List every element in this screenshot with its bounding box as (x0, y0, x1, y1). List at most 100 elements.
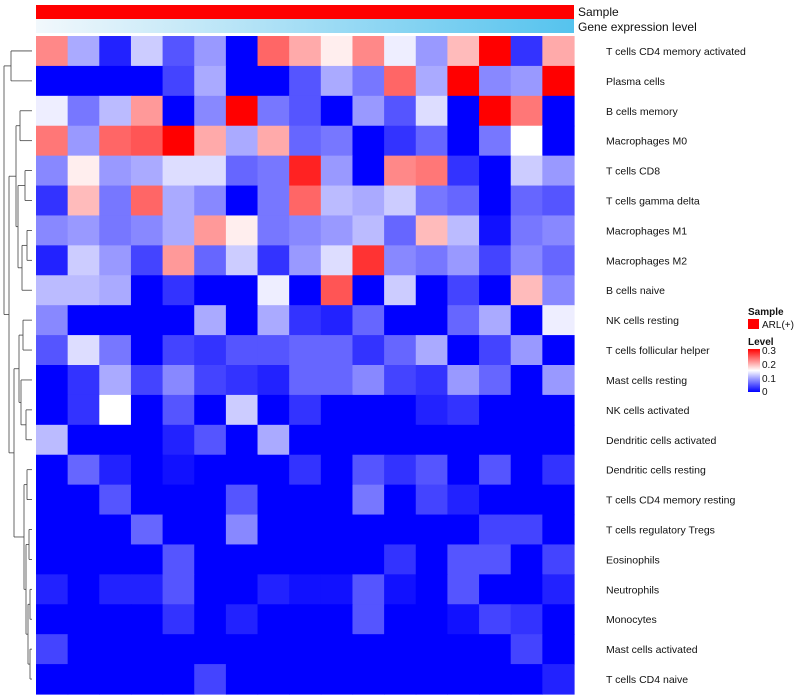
heatmap-cell (36, 454, 69, 486)
heatmap-cell (352, 65, 385, 97)
heatmap-cell (447, 394, 480, 426)
heatmap-cell (542, 664, 575, 695)
heatmap-cell (479, 574, 512, 605)
heatmap-cell (352, 365, 385, 396)
heatmap-cell (99, 36, 132, 67)
heatmap-cell (162, 454, 195, 486)
heatmap-cell (289, 454, 322, 486)
heatmap-cell (415, 604, 449, 635)
heatmap-cell (447, 305, 480, 336)
heatmap-cell (99, 604, 132, 635)
heatmap-cell (479, 544, 512, 575)
heatmap-cell (415, 365, 449, 396)
heatmap-cell (320, 574, 354, 605)
row-label: T cells CD8 (606, 166, 660, 178)
sample-annotation-bar (36, 5, 574, 19)
heatmap-cell (257, 394, 290, 426)
heatmap-cell (352, 634, 385, 665)
heatmap-cell (510, 125, 543, 157)
heatmap-cell (415, 664, 449, 695)
heatmap-cell (510, 634, 543, 665)
heatmap-cell (415, 245, 449, 276)
heatmap-cell (36, 574, 69, 605)
heatmap-cell (225, 424, 259, 456)
heatmap-cell (225, 125, 259, 157)
heatmap-cell (99, 574, 132, 605)
heatmap-cell (67, 125, 100, 157)
heatmap-cell (352, 604, 385, 635)
heatmap-cell (479, 65, 512, 97)
heatmap-cell (352, 514, 385, 546)
heatmap-cell (194, 574, 227, 605)
heatmap-cell (99, 65, 132, 97)
heatmap-cell (479, 36, 512, 67)
row-label: Dendritic cells resting (606, 465, 706, 477)
row-label: T cells regulatory Tregs (606, 525, 715, 537)
heatmap-cell (36, 544, 69, 575)
heatmap-cell (289, 484, 322, 516)
heatmap-cell (510, 245, 543, 276)
heatmap-cell (194, 305, 227, 336)
heatmap-cell (510, 95, 543, 127)
legend-sample-entry: ARL(+) (762, 320, 794, 331)
heatmap-cell (352, 305, 385, 336)
heatmap-cell (67, 185, 100, 217)
heatmap-cell (415, 215, 449, 246)
heatmap-cell (99, 634, 132, 665)
heatmap-cell (257, 634, 290, 665)
heatmap-cell (447, 484, 480, 516)
heatmap-cell (130, 185, 164, 217)
heatmap-cell (257, 664, 290, 695)
heatmap-cell (415, 514, 449, 546)
row-label: Macrophages M2 (606, 255, 687, 267)
heatmap-cell (415, 544, 449, 575)
heatmap-cell (447, 544, 480, 575)
heatmap-cell (479, 664, 512, 695)
legend-level-tick-3: 0 (762, 387, 768, 398)
heatmap-cell (479, 335, 512, 366)
heatmap-cell (225, 335, 259, 366)
row-labels: T cells CD4 memory activated Plasma cells… (606, 46, 746, 686)
heatmap-cell (415, 424, 449, 456)
heatmap-cell (225, 664, 259, 695)
heatmap-cell (479, 245, 512, 276)
heatmap-cell (352, 335, 385, 366)
heatmap-cell (289, 155, 322, 187)
heatmap-cell (225, 245, 259, 276)
heatmap-cell (542, 574, 575, 605)
heatmap-cell (99, 514, 132, 546)
heatmap-cell (352, 424, 385, 456)
heatmap-cell (542, 275, 575, 306)
heatmap-cell (162, 424, 195, 456)
heatmap-cell (162, 185, 195, 217)
heatmap-cell (447, 95, 480, 127)
heatmap-cell (194, 394, 227, 426)
heatmap-cell (67, 574, 100, 605)
heatmap-cell (510, 544, 543, 575)
heatmap-cell (479, 394, 512, 426)
heatmap-cell (289, 185, 322, 217)
heatmap-cell (415, 484, 449, 516)
heatmap-cell (447, 245, 480, 276)
heatmap-cell (384, 65, 417, 97)
heatmap-cell (67, 454, 100, 486)
heatmap-cell (130, 424, 164, 456)
heatmap-cell (447, 125, 480, 157)
heatmap-cell (257, 544, 290, 575)
heatmap-cell (415, 155, 449, 187)
heatmap-cell (36, 215, 69, 246)
heatmap-cell (352, 454, 385, 486)
heatmap-cell (352, 36, 385, 67)
heatmap-cell (320, 454, 354, 486)
heatmap-cell (257, 275, 290, 306)
heatmap-cell (352, 544, 385, 575)
heatmap-cell (384, 394, 417, 426)
heatmap-cell (384, 155, 417, 187)
heatmap-cell (320, 65, 354, 97)
heatmap-cell (510, 155, 543, 187)
heatmap-cell (130, 245, 164, 276)
heatmap-cell (99, 95, 132, 127)
gene-expression-annotation-label: Gene expression level (578, 20, 697, 34)
heatmap-cell (384, 544, 417, 575)
